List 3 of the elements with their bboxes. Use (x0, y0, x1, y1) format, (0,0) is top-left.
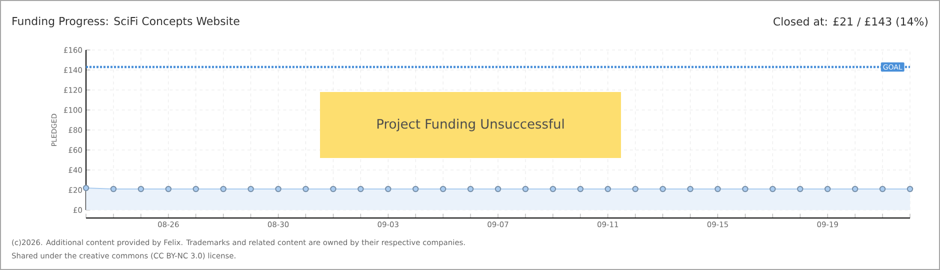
chart-title: Funding Progress: SciFi Concepts Website (12, 16, 240, 28)
chart-subtitle: Closed at: £21 / £143 (14%) (774, 17, 928, 27)
annotation: Project Funding Unsuccessful (377, 118, 564, 132)
